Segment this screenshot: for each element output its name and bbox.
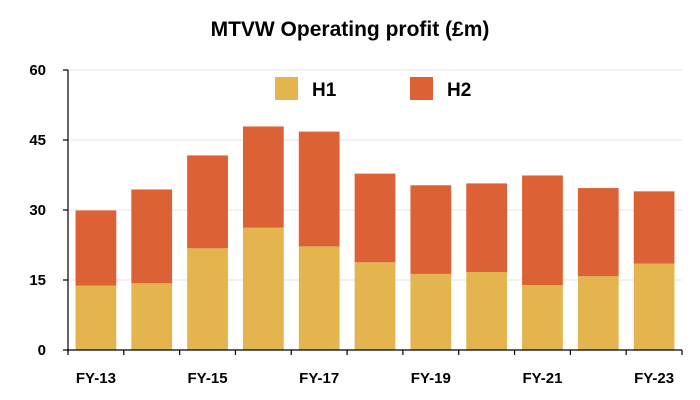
y-tick-label: 45 [29, 132, 46, 149]
x-tick-label: FY-23 [634, 370, 674, 387]
bar-h2-fy-23 [633, 191, 675, 264]
bar-h2-fy-14 [131, 189, 173, 284]
bar-h1-fy-13 [75, 285, 117, 350]
x-tick-label: FY-13 [76, 370, 116, 387]
legend: H1 H2 [275, 77, 471, 101]
legend-label-h1: H1 [312, 80, 337, 101]
bar-h1-fy-19 [410, 273, 452, 350]
axes [67, 70, 682, 352]
bar-h2-fy-17 [298, 131, 340, 247]
y-ticks: 0 15 30 45 60 [29, 62, 68, 359]
bar-h1-fy-21 [522, 285, 563, 350]
y-tick-label: 30 [29, 202, 46, 219]
bar-h2-fy-21 [522, 175, 563, 286]
bar-h2-fy-13 [75, 210, 117, 286]
bar-h2-fy-18 [354, 173, 396, 263]
bar-h2-fy-15 [187, 155, 228, 249]
x-tick-label: FY-19 [411, 370, 451, 387]
legend-label-h2: H2 [447, 80, 471, 101]
bar-h1-fy-17 [298, 246, 340, 350]
bar-h1-fy-15 [187, 248, 228, 350]
x-tick-label: FY-21 [522, 370, 562, 387]
y-tick-label: 15 [29, 272, 46, 289]
x-tick-label: FY-15 [188, 370, 228, 387]
chart-title: MTVW Operating profit (£m) [210, 18, 490, 41]
x-ticks: FY-13 FY-15 FY-17 FY-19 FY-21 FY-23 [67, 350, 683, 387]
y-tick-label: 60 [29, 62, 46, 79]
x-tick-label: FY-17 [299, 370, 339, 387]
legend-swatch-h1 [275, 77, 298, 100]
bar-h2-fy-19 [410, 185, 452, 274]
bar-h1-fy-20 [466, 272, 508, 350]
bar-h2-fy-20 [466, 183, 508, 273]
bars [75, 126, 675, 350]
bar-h2-fy-22 [577, 188, 619, 277]
y-tick-label: 0 [38, 342, 46, 359]
bar-h1-fy-23 [633, 263, 675, 350]
bar-h1-fy-14 [131, 283, 173, 350]
bar-h1-fy-16 [242, 227, 284, 350]
bar-h2-fy-16 [242, 126, 284, 228]
bar-h1-fy-22 [577, 276, 619, 350]
legend-swatch-h2 [410, 77, 433, 100]
bar-h1-fy-18 [354, 262, 396, 350]
